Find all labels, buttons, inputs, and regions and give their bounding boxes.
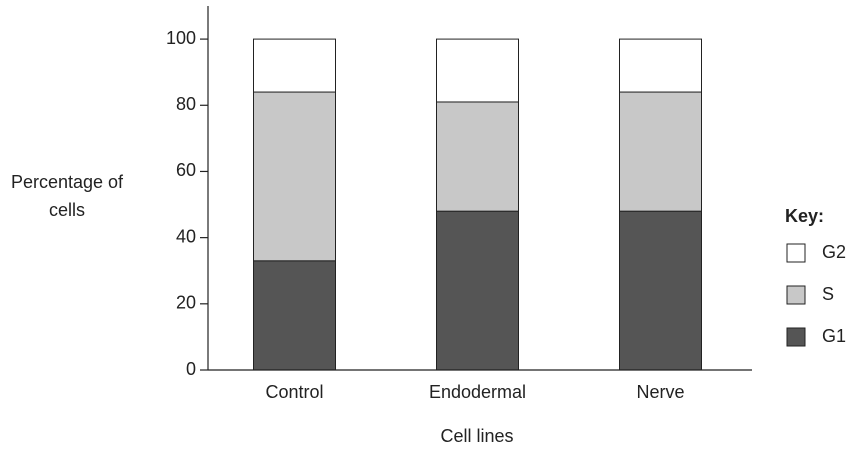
y-tick-label: 0 (186, 359, 196, 379)
y-axis-label: Percentage of cells (10, 172, 124, 220)
y-tick-label: 60 (176, 160, 196, 180)
y-tick-label: 80 (176, 94, 196, 114)
x-tick-label: Control (265, 382, 323, 402)
legend-label: G1 (822, 326, 846, 346)
x-tick-label: Endodermal (429, 382, 526, 402)
y-tick-label: 40 (176, 226, 196, 246)
legend-label: G2 (822, 242, 846, 262)
bar-segment (253, 91, 336, 262)
bar-segment (619, 38, 702, 93)
bar-segment (253, 260, 336, 371)
y-tick-label: 100 (166, 28, 196, 48)
bar-segment (436, 38, 519, 103)
x-tick-label: Nerve (636, 382, 684, 402)
legend-label: S (822, 284, 834, 304)
legend-swatch (786, 243, 806, 263)
bar-segment (253, 38, 336, 93)
legend-swatch (786, 285, 806, 305)
bar-segment (619, 91, 702, 212)
x-axis-label: Cell lines (440, 426, 513, 446)
legend-title: Key: (785, 206, 824, 226)
bar-segment (436, 210, 519, 371)
bar-segment (619, 210, 702, 371)
legend-swatch (786, 327, 806, 347)
bar-segment (436, 101, 519, 212)
y-tick-label: 20 (176, 293, 196, 313)
